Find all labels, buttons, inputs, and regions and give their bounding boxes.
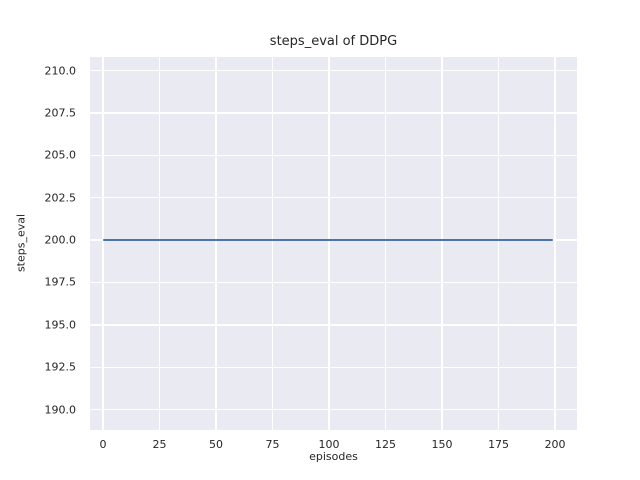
y-gridline bbox=[90, 324, 577, 326]
x-gridline bbox=[158, 57, 161, 430]
y-tick-label: 190.0 bbox=[44, 403, 77, 417]
x-gridline bbox=[215, 57, 217, 430]
x-tick-label: 150 bbox=[431, 438, 453, 451]
x-tick-label: 125 bbox=[375, 438, 397, 451]
y-axis-label: steps_eval bbox=[14, 213, 28, 273]
x-tick-label: 175 bbox=[488, 438, 510, 451]
y-gridline bbox=[90, 154, 577, 157]
y-tick-label: 192.5 bbox=[44, 360, 77, 374]
x-gridline bbox=[554, 57, 556, 430]
x-gridline bbox=[102, 57, 104, 430]
chart-title: steps_eval of DDPG bbox=[269, 34, 398, 49]
data-line-ddpg bbox=[102, 239, 553, 242]
x-tick-label: 200 bbox=[544, 438, 566, 451]
x-tick-label: 25 bbox=[152, 438, 167, 451]
x-gridline bbox=[328, 57, 330, 430]
y-gridline bbox=[90, 112, 577, 114]
y-tick-label: 195.0 bbox=[44, 318, 77, 332]
x-tick-label: 0 bbox=[99, 438, 107, 451]
y-gridline bbox=[90, 408, 577, 411]
y-tick-label: 205.0 bbox=[44, 148, 77, 162]
y-gridline bbox=[90, 281, 577, 284]
x-tick-label: 75 bbox=[265, 438, 280, 451]
x-gridline bbox=[497, 57, 500, 430]
x-gridline bbox=[384, 57, 387, 430]
x-tick-label: 100 bbox=[318, 438, 340, 451]
y-gridline bbox=[90, 366, 577, 369]
y-tick-label: 200.0 bbox=[44, 233, 77, 247]
y-tick-label: 197.5 bbox=[44, 275, 77, 289]
x-gridline bbox=[271, 57, 274, 430]
x-tick-label: 50 bbox=[209, 438, 224, 451]
y-gridline bbox=[90, 196, 577, 199]
x-axis-label: episodes bbox=[309, 450, 358, 463]
x-gridline bbox=[441, 57, 443, 430]
y-tick-label: 210.0 bbox=[44, 64, 77, 78]
y-tick-label: 207.5 bbox=[44, 106, 77, 120]
y-gridline bbox=[90, 69, 577, 72]
plot-area bbox=[90, 57, 577, 430]
y-tick-label: 202.5 bbox=[44, 191, 77, 205]
